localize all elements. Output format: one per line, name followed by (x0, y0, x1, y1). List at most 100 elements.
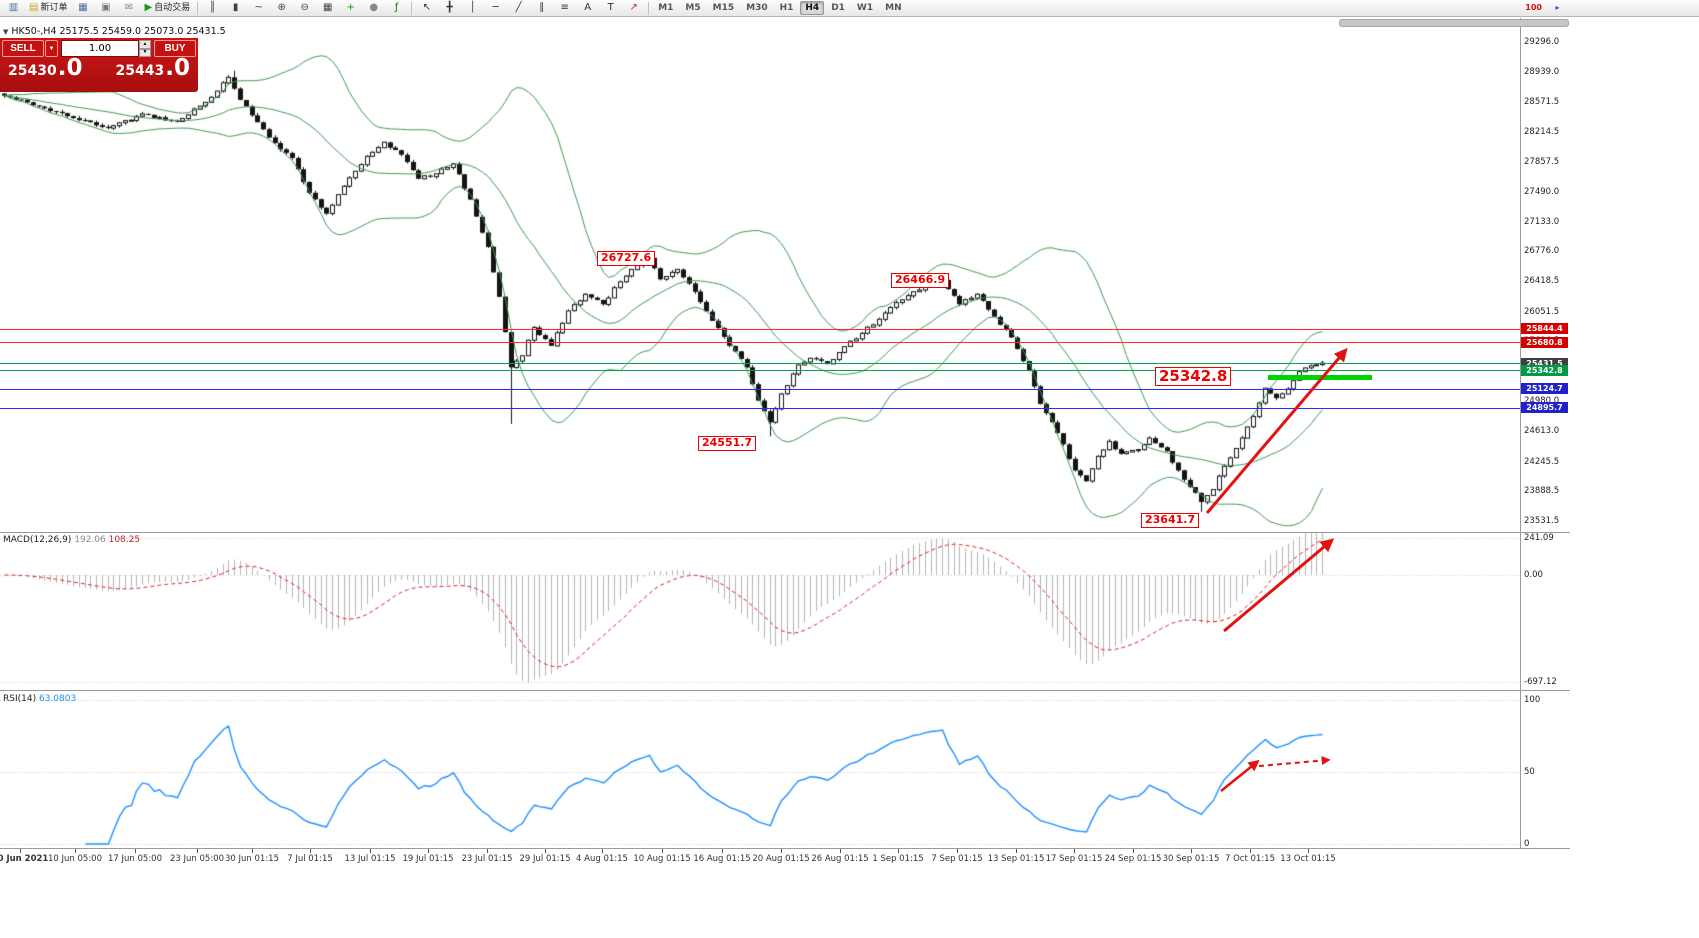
trendline-icon[interactable]: ╱ (508, 0, 529, 17)
time-axis-tick (722, 849, 723, 853)
panel-separator (0, 532, 1570, 533)
clock-icon: ● (369, 2, 379, 13)
time-axis-label: 13 Sep 01:15 (987, 854, 1045, 864)
indicators-icon[interactable]: ƒ (386, 0, 407, 17)
time-axis-label: 30 Jun 01:15 (225, 854, 279, 864)
candlestick-chart-icon: ▮ (232, 2, 239, 13)
toolbar-separator (648, 1, 650, 15)
time-axis-label: 23 Jul 01:15 (461, 854, 513, 864)
price-level-line[interactable] (0, 370, 1520, 371)
rsi-panel-canvas[interactable] (0, 690, 1520, 848)
timeframe-m30-button[interactable]: M30 (746, 3, 768, 13)
time-axis-tick (957, 849, 958, 853)
time-axis-label: 23 Jun 05:00 (170, 854, 224, 864)
macd-main-value: 192.06 (74, 535, 106, 545)
price-axis-label: 23531.5 (1524, 516, 1560, 526)
axis-price-box: 25680.8 (1521, 336, 1568, 348)
new-chart-icon[interactable]: + (340, 0, 361, 17)
timeframe-m15-button[interactable]: M15 (712, 3, 735, 13)
chart-scrollbar[interactable] (1339, 19, 1569, 27)
zoom-out-icon[interactable]: ⊖ (294, 0, 315, 17)
candlestick-chart-icon[interactable]: ▮ (225, 0, 246, 17)
timeframe-w1-button[interactable]: W1 (856, 3, 874, 13)
timeframe-h4-button[interactable]: H4 (800, 1, 825, 15)
sell-price: 25430.0 (8, 55, 83, 81)
fibonacci-icon: ≡ (560, 2, 569, 13)
collapse-panel-icon[interactable]: ▼ (3, 28, 9, 36)
crosshair-icon[interactable]: ╋ (439, 0, 460, 17)
volume-up-button[interactable]: ▲ (139, 40, 151, 49)
toolbar-separator (197, 1, 199, 15)
label-icon[interactable]: T (600, 0, 621, 17)
line-chart-icon[interactable]: ~ (248, 0, 269, 17)
time-axis-tick (1250, 849, 1251, 853)
text-icon[interactable]: A (577, 0, 598, 17)
label-icon: T (607, 2, 614, 13)
time-axis-tick (545, 849, 546, 853)
time-axis-label: 7 Oct 01:15 (1224, 854, 1276, 864)
volume-down-button[interactable]: ▼ (139, 48, 151, 57)
clock-icon[interactable]: ● (363, 0, 384, 17)
symbol-ohlc-text: HK50-,H4 25175.5 25459.0 25073.0 25431.5 (11, 26, 226, 37)
macd-panel-canvas[interactable] (0, 532, 1520, 690)
time-axis-label: 1 Sep 01:15 (872, 854, 924, 864)
timeframe-m1-button[interactable]: M1 (658, 3, 674, 13)
print-icon[interactable]: ▣ (95, 0, 116, 17)
vertical-line-icon: │ (469, 2, 476, 13)
time-axis-label: 24 Sep 01:15 (1104, 854, 1162, 864)
bar-chart-icon[interactable]: ║ (202, 0, 223, 17)
price-level-line[interactable] (0, 408, 1520, 409)
charts-window-icon[interactable]: ▥ (3, 0, 24, 17)
tile-windows-icon[interactable]: ▦ (317, 0, 338, 17)
channel-icon[interactable]: ∥ (531, 0, 552, 17)
timeframe-mn-button[interactable]: MN (885, 3, 902, 13)
cursor-icon[interactable]: ↖ (416, 0, 437, 17)
price-axis-label: 24980.0 (1524, 395, 1560, 406)
price-axis-label: 24613.0 (1524, 426, 1560, 437)
time-axis-label: 26 Aug 01:15 (811, 854, 869, 864)
charts-window-icon: ▥ (8, 2, 19, 13)
volume-input[interactable] (61, 40, 139, 57)
axis-price-box: 25844.4 (1521, 323, 1568, 335)
price-axis-label: 28214.5 (1524, 126, 1560, 137)
price-level-line[interactable] (0, 329, 1520, 330)
time-axis-label: 7 Sep 01:15 (931, 854, 983, 864)
axis-price-box: 25431.5 (1521, 357, 1568, 369)
time-axis-label: 10 Jun 2021 (0, 854, 49, 864)
timeframe-d1-button[interactable]: D1 (831, 3, 845, 13)
arrow-tool-icon[interactable]: ↗ (623, 0, 644, 17)
time-axis-label: 20 Aug 01:15 (752, 854, 810, 864)
time-axis-tick (1074, 849, 1075, 853)
time-axis-tick (310, 849, 311, 853)
time-axis-tick (1133, 849, 1134, 853)
arrow-tool-icon: ↗ (629, 2, 638, 13)
sell-options-dropdown[interactable]: ▼ (45, 40, 58, 57)
zoom-in-icon[interactable]: ⊕ (271, 0, 292, 17)
chart-shift-icon[interactable]: ▸ (1555, 3, 1560, 12)
zoom-100-icon[interactable]: 100 (1525, 3, 1542, 12)
tile-windows-icon: ▦ (322, 2, 333, 13)
macd-axis-label: -697.12 (1524, 677, 1557, 687)
time-axis-tick (487, 849, 488, 853)
chart-list-icon[interactable]: ▦ (72, 0, 93, 17)
vertical-line-icon[interactable]: │ (462, 0, 483, 17)
price-callout-label: 25342.8 (1155, 367, 1232, 387)
macd-axis-label: 241.09 (1524, 532, 1554, 543)
timeframe-m5-button[interactable]: M5 (685, 3, 701, 13)
time-axis-label: 10 Jun 05:00 (48, 854, 102, 864)
autotrading-button[interactable]: ▶ 自动交易 (141, 0, 193, 17)
timeframe-h1-button[interactable]: H1 (779, 3, 794, 13)
buy-button[interactable]: BUY (154, 40, 196, 57)
price-level-line[interactable] (0, 342, 1520, 343)
horizontal-line-icon[interactable]: ─ (485, 0, 506, 17)
price-chart-canvas[interactable] (0, 18, 1520, 532)
price-level-line[interactable] (0, 363, 1520, 364)
price-level-line[interactable] (0, 389, 1520, 390)
time-axis-tick (1308, 849, 1309, 853)
sell-button[interactable]: SELL (2, 40, 44, 57)
resistance-highlight-line[interactable] (1268, 375, 1372, 380)
fibonacci-icon[interactable]: ≡ (554, 0, 575, 17)
new-order-button[interactable]: ▤ 新订单 (26, 0, 70, 17)
mail-icon[interactable]: ✉ (118, 0, 139, 17)
